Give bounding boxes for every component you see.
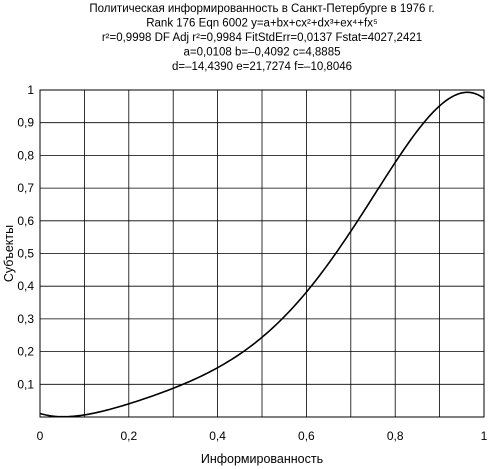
title-line-5: d=–14,4390 e=21,7274 f=–10,8046 — [172, 61, 352, 73]
x-tick-label: 0,4 — [209, 429, 226, 443]
x-tick-label: 1 — [481, 429, 488, 443]
y-tick-label: 0,5 — [17, 247, 34, 261]
x-tick-label: 0,2 — [120, 429, 137, 443]
y-tick-label: 0,8 — [17, 148, 34, 162]
chart-title: Политическая информированность в Санкт-П… — [89, 3, 434, 73]
plot-frame — [39, 89, 485, 418]
y-tick-label: 0,2 — [17, 345, 34, 359]
y-tick-label: 0,4 — [17, 279, 34, 293]
title-line-2: Rank 176 Eqn 6002 y=a+bx+cx²+dx³+ex⁴+fx⁵ — [146, 18, 378, 30]
y-tick-label: 0,6 — [17, 214, 34, 228]
series — [39, 91, 485, 418]
y-tick-label: 0,7 — [17, 181, 34, 195]
y-tick-label: 0,3 — [17, 312, 34, 326]
y-tick-labels: 0,1 0,2 0,3 0,4 0,5 0,6 0,7 0,8 0,9 1 — [17, 83, 34, 391]
y-tick-label: 0,9 — [17, 116, 34, 130]
fit-curve-line — [39, 91, 485, 418]
x-tick-label: 0 — [37, 429, 44, 443]
x-tick-label: 0,6 — [298, 429, 315, 443]
grid — [40, 90, 484, 417]
title-line-1: Политическая информированность в Санкт-П… — [89, 3, 434, 15]
title-line-4: a=0,0108 b=–0,4092 c=4,8885 — [184, 47, 341, 59]
y-tick-label: 1 — [27, 83, 34, 97]
x-tick-labels: 0 0,2 0,4 0,6 0,8 1 — [37, 429, 488, 443]
title-line-3: r²=0,9998 DF Adj r²=0,9984 FitStdErr=0,0… — [102, 32, 422, 44]
x-tick-label: 0,8 — [387, 429, 404, 443]
y-tick-label: 0,1 — [17, 377, 34, 391]
x-axis-label: Информированность — [201, 452, 323, 466]
y-axis-label: Субъекты — [2, 225, 16, 282]
